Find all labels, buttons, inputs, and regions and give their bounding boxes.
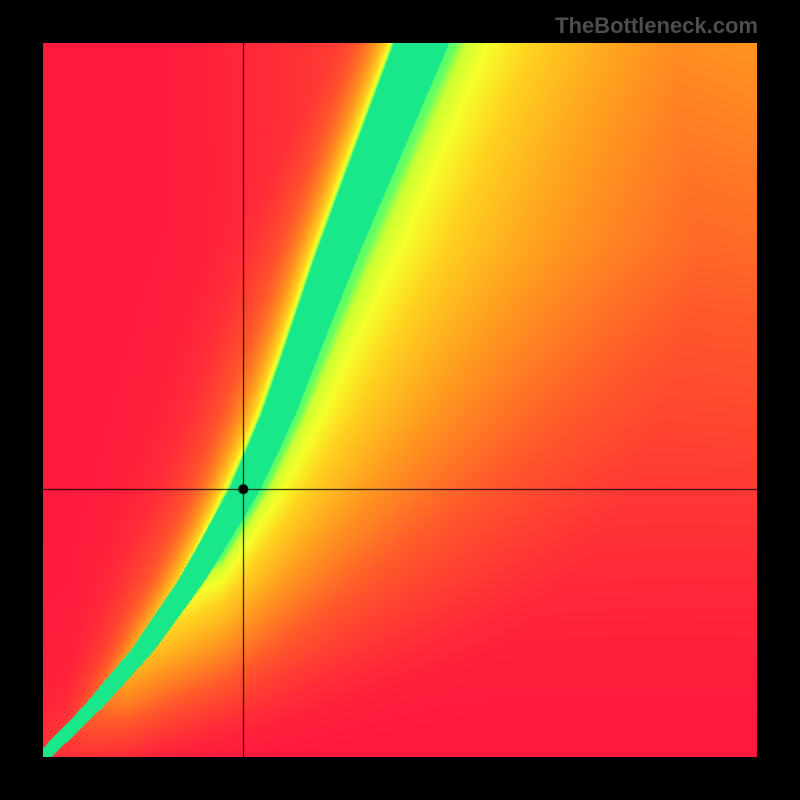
chart-frame: TheBottleneck.com [0, 0, 800, 800]
watermark-text: TheBottleneck.com [555, 13, 758, 39]
crosshair-overlay [43, 43, 757, 757]
